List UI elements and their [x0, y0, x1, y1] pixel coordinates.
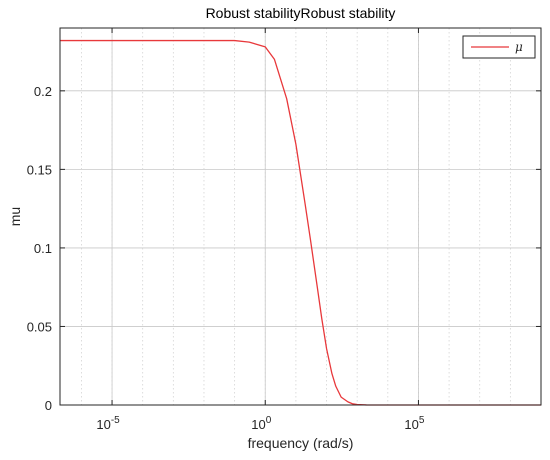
- x-tick-label: 100: [251, 415, 271, 432]
- x-tick-label: 105: [404, 415, 424, 432]
- chart-title: Robust stabilityRobust stability: [206, 5, 396, 21]
- y-tick-label: 0.15: [27, 162, 52, 177]
- y-axis-title: mu: [7, 207, 23, 226]
- plot-background: [60, 28, 541, 405]
- x-axis-title: frequency (rad/s): [248, 435, 354, 451]
- axes-frame: [59, 27, 542, 406]
- grid: [60, 28, 542, 405]
- legend: μ: [462, 35, 536, 59]
- y-tick-labels: 0 0.05 0.1 0.15 0.2: [27, 84, 52, 413]
- tick-marks: [60, 28, 541, 406]
- y-tick-label: 0: [45, 398, 52, 413]
- plot-area: [59, 27, 542, 406]
- y-tick-label: 0.1: [34, 241, 52, 256]
- y-tick-label: 0.05: [27, 319, 52, 334]
- x-tick-labels: 10-5 100 105: [96, 415, 425, 432]
- legend-label-mu: μ: [515, 40, 523, 54]
- x-tick-label: 10-5: [96, 415, 120, 432]
- y-tick-label: 0.2: [34, 84, 52, 99]
